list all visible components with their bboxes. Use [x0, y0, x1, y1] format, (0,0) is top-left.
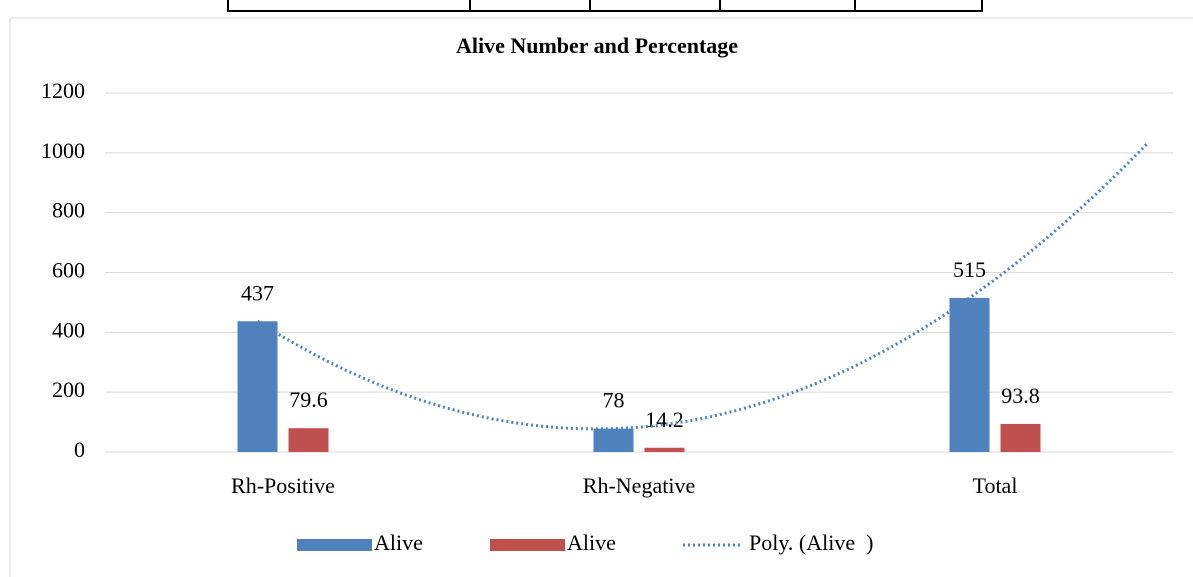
- bar: [949, 297, 990, 452]
- bar: [237, 321, 278, 452]
- x-tick-label: Total: [973, 473, 1018, 498]
- legend-label: Alive: [567, 530, 616, 555]
- legend-label: Alive: [374, 530, 423, 555]
- y-tick-label: 600: [52, 258, 85, 283]
- data-label: 78: [603, 388, 625, 413]
- table-fragment: [227, 0, 983, 12]
- data-label: 14.2: [645, 407, 684, 432]
- y-tick-label: 1000: [41, 138, 85, 163]
- data-label: 515: [953, 257, 986, 282]
- legend-swatch: [490, 539, 565, 551]
- data-label: 79.6: [289, 387, 328, 412]
- y-tick-label: 0: [74, 437, 85, 462]
- data-label: 93.8: [1001, 383, 1040, 408]
- bar: [1000, 423, 1041, 452]
- chart-border: [9, 17, 1193, 577]
- trendline: [256, 142, 1149, 431]
- legend-label: Poly. (Alive ): [749, 530, 873, 555]
- bar: [644, 447, 685, 452]
- bar: [593, 428, 634, 452]
- y-tick-label: 200: [52, 377, 85, 402]
- y-tick-label: 800: [52, 198, 85, 223]
- x-tick-label: Rh-Positive: [231, 473, 335, 498]
- chart-title: Alive Number and Percentage: [456, 33, 738, 58]
- legend-swatch: [297, 539, 372, 551]
- data-label: 437: [241, 280, 274, 305]
- bar: [288, 428, 329, 452]
- x-tick-label: Rh-Negative: [583, 473, 695, 498]
- y-tick-label: 400: [52, 317, 85, 342]
- y-tick-label: 1200: [41, 78, 85, 103]
